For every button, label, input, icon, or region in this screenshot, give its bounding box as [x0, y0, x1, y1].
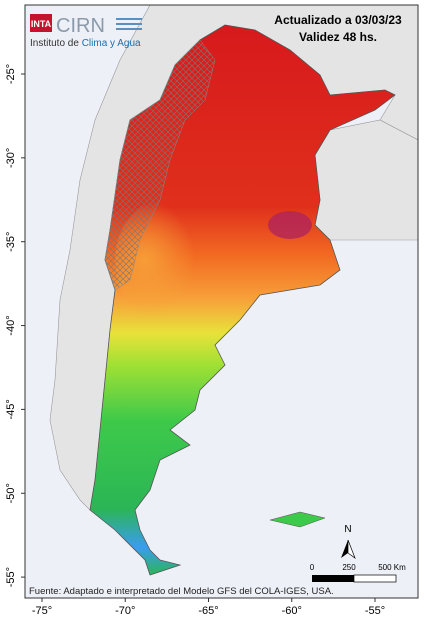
lon-label: -60° [282, 605, 302, 617]
institute-prefix: Instituto de [30, 38, 79, 49]
hot-spot [268, 211, 312, 239]
lat-label: -25° [5, 64, 17, 84]
validity: Validez 48 hs. [299, 30, 377, 44]
lat-label: -35° [5, 232, 17, 252]
lat-label: -55° [5, 567, 17, 587]
institute-name: Clima y Agua [82, 38, 141, 49]
map-frame [24, 4, 419, 599]
logo-waves [116, 18, 142, 30]
islands [269, 511, 326, 528]
lat-label: -45° [5, 399, 17, 419]
north-arrow [341, 540, 348, 558]
lon-label: -55° [365, 605, 385, 617]
scale-label: 250 [342, 563, 356, 572]
updated: Actualizado a 03/03/23 [274, 13, 402, 27]
north-arrow [347, 539, 356, 559]
lat-label: -40° [5, 315, 17, 335]
institute: Instituto de Clima y Agua [30, 38, 141, 49]
logo-inta: INTA [31, 19, 52, 29]
scale-bar [312, 575, 354, 582]
scale-label: 0 [310, 563, 315, 572]
scale-label: 500 Km [378, 563, 406, 572]
logo-box [30, 14, 52, 32]
lon-label: -70° [115, 605, 135, 617]
no-data-area [104, 39, 216, 291]
lat-label: -50° [5, 483, 17, 503]
lat-label: -30° [5, 148, 17, 168]
map-body [25, 5, 418, 598]
neighbor-land [314, 119, 418, 241]
north-label: N [344, 524, 351, 535]
scale-bar [353, 574, 397, 583]
source: Fuente: Adaptado e interpretado del Mode… [29, 586, 334, 597]
lon-label: -75° [32, 605, 52, 617]
lon-label: -65° [198, 605, 218, 617]
logo-cirn: CIRN [56, 15, 105, 37]
